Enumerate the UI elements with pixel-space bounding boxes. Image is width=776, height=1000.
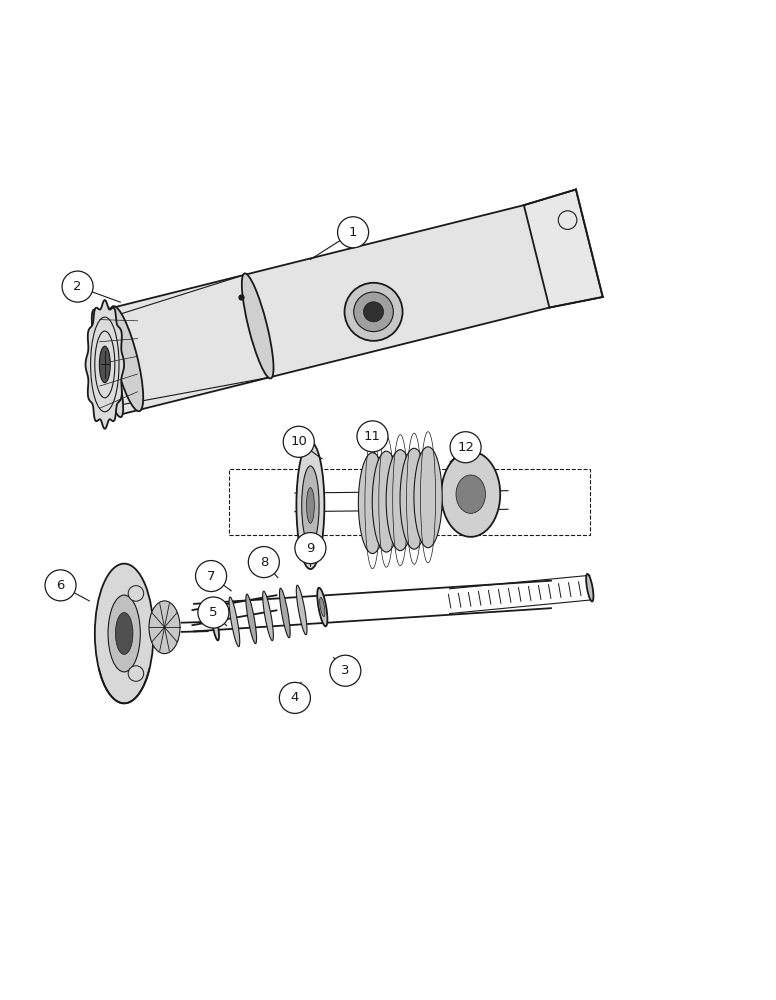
Ellipse shape: [116, 613, 133, 654]
Circle shape: [279, 682, 310, 713]
Ellipse shape: [317, 588, 327, 626]
Circle shape: [128, 586, 144, 601]
Ellipse shape: [279, 588, 290, 638]
Text: 3: 3: [341, 664, 349, 677]
Polygon shape: [85, 300, 124, 429]
Ellipse shape: [246, 594, 257, 644]
Circle shape: [283, 426, 314, 457]
Circle shape: [45, 570, 76, 601]
Text: 5: 5: [210, 606, 217, 619]
Polygon shape: [524, 189, 603, 308]
Circle shape: [248, 547, 279, 578]
Ellipse shape: [212, 610, 219, 640]
Ellipse shape: [296, 442, 324, 569]
Circle shape: [330, 655, 361, 686]
Ellipse shape: [95, 564, 154, 703]
Ellipse shape: [400, 448, 428, 549]
Ellipse shape: [307, 488, 314, 523]
Ellipse shape: [414, 447, 442, 548]
Text: 2: 2: [74, 280, 81, 293]
Ellipse shape: [354, 292, 393, 332]
Ellipse shape: [586, 574, 594, 601]
Ellipse shape: [242, 273, 273, 378]
Circle shape: [295, 533, 326, 564]
Ellipse shape: [456, 475, 486, 513]
Ellipse shape: [372, 451, 400, 552]
Circle shape: [450, 432, 481, 463]
Polygon shape: [95, 205, 549, 415]
Ellipse shape: [108, 595, 140, 672]
Text: 6: 6: [57, 579, 64, 592]
Circle shape: [62, 271, 93, 302]
Ellipse shape: [296, 585, 307, 635]
Text: 10: 10: [290, 435, 307, 448]
Circle shape: [338, 217, 369, 248]
Ellipse shape: [345, 283, 403, 341]
Ellipse shape: [229, 597, 240, 647]
Ellipse shape: [320, 597, 325, 617]
Ellipse shape: [386, 450, 414, 551]
Circle shape: [357, 421, 388, 452]
Ellipse shape: [363, 302, 383, 322]
Ellipse shape: [109, 306, 144, 411]
Text: 9: 9: [307, 542, 314, 555]
Circle shape: [196, 561, 227, 592]
Circle shape: [198, 597, 229, 628]
Text: 8: 8: [260, 556, 268, 569]
Ellipse shape: [92, 310, 123, 417]
Ellipse shape: [99, 346, 110, 383]
Text: 7: 7: [207, 570, 215, 583]
Ellipse shape: [359, 453, 386, 554]
Ellipse shape: [149, 601, 180, 654]
Ellipse shape: [262, 591, 273, 641]
Text: 12: 12: [457, 441, 474, 454]
Ellipse shape: [302, 466, 319, 545]
Text: 11: 11: [364, 430, 381, 443]
Text: 4: 4: [291, 691, 299, 704]
Text: 1: 1: [349, 226, 357, 239]
Polygon shape: [442, 451, 501, 537]
Circle shape: [128, 666, 144, 681]
